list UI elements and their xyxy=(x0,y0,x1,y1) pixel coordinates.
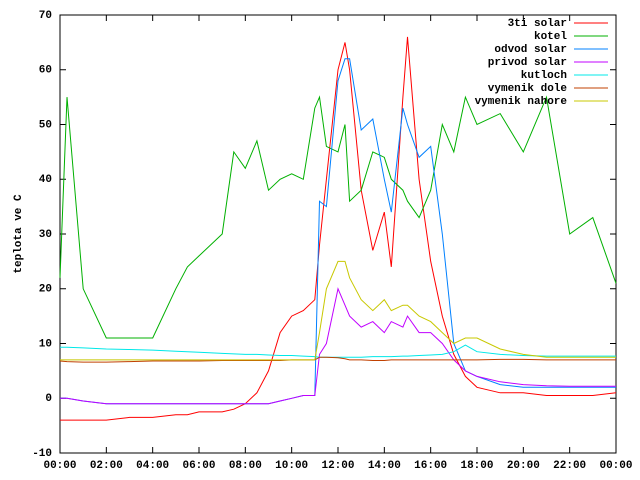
series-line xyxy=(60,287,616,405)
x-tick-label: 04:00 xyxy=(136,460,169,472)
x-tick-label: 08:00 xyxy=(229,460,262,472)
x-tick-label: 06:00 xyxy=(182,460,215,472)
x-tick-label: 10:00 xyxy=(275,460,308,472)
x-tick-label: 00:00 xyxy=(43,460,76,472)
legend-label: 3ti solar xyxy=(508,18,567,30)
series-line xyxy=(59,95,617,339)
y-tick-label: 60 xyxy=(39,65,52,77)
y-tick-label: 0 xyxy=(45,393,52,405)
x-tick-label: 14:00 xyxy=(368,460,401,472)
series-line xyxy=(60,36,617,421)
legend-label: privod solar xyxy=(488,57,567,69)
y-tick-label: 30 xyxy=(39,229,52,241)
legend-label: vymenik nahore xyxy=(475,96,568,108)
x-tick-label: 22:00 xyxy=(553,460,586,472)
y-tick-label: 40 xyxy=(39,174,52,186)
series-line xyxy=(60,260,616,361)
series-line xyxy=(59,356,616,363)
y-tick-label: 50 xyxy=(39,119,52,131)
x-tick-label: 18:00 xyxy=(460,460,493,472)
x-tick-label: 16:00 xyxy=(414,460,447,472)
x-tick-label: 00:00 xyxy=(599,460,632,472)
series-line xyxy=(60,58,616,405)
y-axis-label: teplota ve C xyxy=(13,194,25,274)
legend-label: vymenik dole xyxy=(488,83,568,95)
y-tick-label: -10 xyxy=(32,448,52,460)
x-tick-label: 20:00 xyxy=(507,460,540,472)
x-tick-label: 02:00 xyxy=(90,460,123,472)
legend-label: odvod solar xyxy=(494,44,567,56)
legend-label: kutloch xyxy=(521,70,567,82)
y-tick-label: 10 xyxy=(39,338,52,350)
y-tick-label: 20 xyxy=(39,284,52,296)
y-tick-label: 70 xyxy=(39,10,52,22)
x-tick-label: 12:00 xyxy=(321,460,354,472)
legend-label: kotel xyxy=(534,31,567,43)
